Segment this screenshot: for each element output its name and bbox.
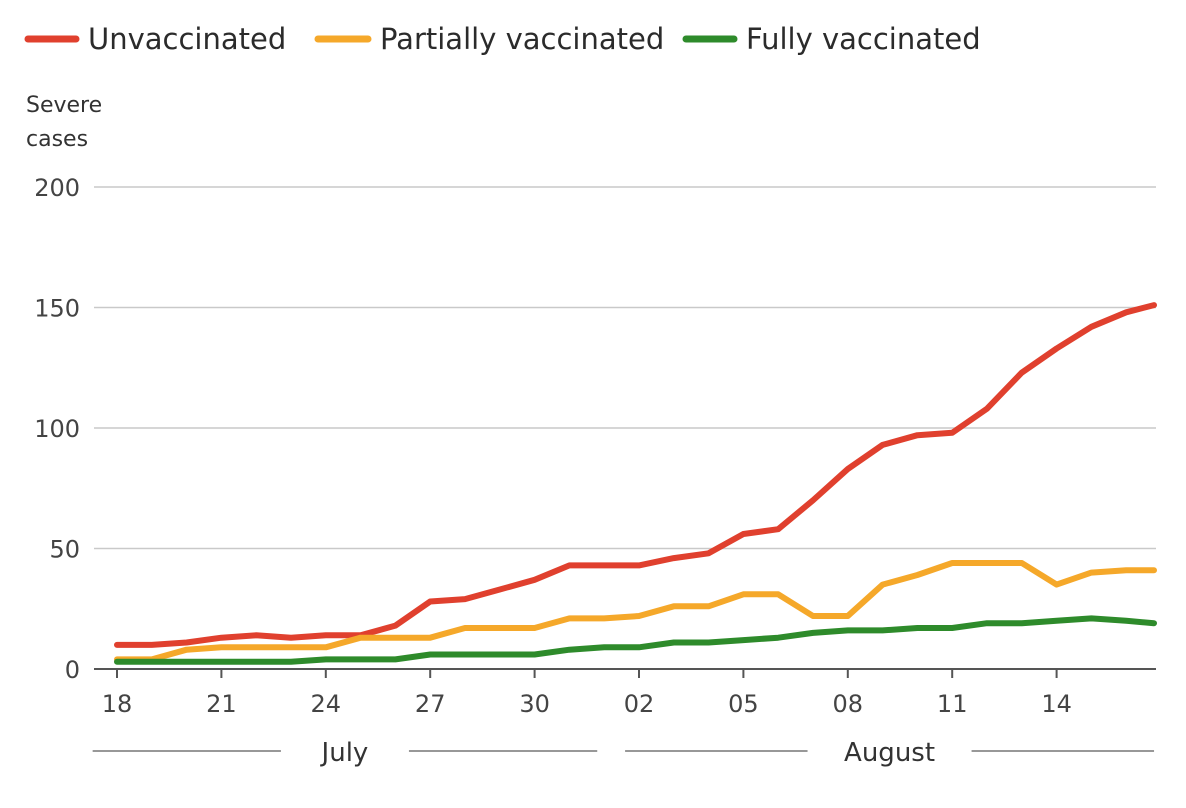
x-tick-label-27: 27: [415, 690, 446, 718]
month-label: August: [844, 738, 935, 768]
month-label: July: [320, 738, 369, 768]
legend: Unvaccinated Partially vaccinated Fully va…: [24, 22, 981, 56]
x-tick-label-08: 08: [833, 690, 864, 718]
y-axis-ticks: 0 50 100 150 200: [34, 174, 80, 684]
legend-item-unvaccinated: Unvaccinated: [24, 22, 286, 56]
x-tick-label-30: 30: [519, 690, 550, 718]
month-labels: July August: [92, 738, 1155, 768]
legend-label: Unvaccinated: [88, 22, 286, 56]
gridlines: [94, 186, 1156, 550]
legend-label: Fully vaccinated: [746, 22, 981, 56]
x-tick-label-21: 21: [206, 690, 237, 718]
series-layer: [114, 302, 1157, 665]
legend-item-partially-vaccinated: Partially vaccinated: [314, 22, 664, 56]
series-line-unvaccinated: [114, 302, 1157, 648]
y-axis-label-line-1: Severe: [26, 93, 102, 118]
x-tick-label-11: 11: [937, 690, 968, 718]
legend-item-fully-vaccinated: Fully vaccinated: [682, 22, 981, 56]
x-tick-label-05: 05: [728, 690, 759, 718]
y-tick-label-50: 50: [49, 536, 80, 564]
month-july: July: [92, 738, 598, 768]
y-tick-label-200: 200: [34, 174, 80, 202]
x-tick-label-14: 14: [1041, 690, 1072, 718]
x-axis: 18 21 24 27 30 02 05 08 11 14: [94, 668, 1156, 718]
x-tick-label-18: 18: [102, 690, 133, 718]
legend-label: Partially vaccinated: [380, 22, 664, 56]
month-august: August: [625, 738, 1155, 768]
y-tick-label-150: 150: [34, 295, 80, 323]
y-axis-label: Severe cases: [26, 93, 102, 152]
y-tick-label-0: 0: [65, 656, 80, 684]
y-axis-label-line-2: cases: [26, 127, 88, 152]
x-tick-label-24: 24: [311, 690, 342, 718]
series-line-partially-vaccinated: [114, 560, 1157, 663]
series-line-fully-vaccinated: [114, 615, 1157, 665]
x-tick-label-02: 02: [624, 690, 655, 718]
y-tick-label-100: 100: [34, 415, 80, 443]
